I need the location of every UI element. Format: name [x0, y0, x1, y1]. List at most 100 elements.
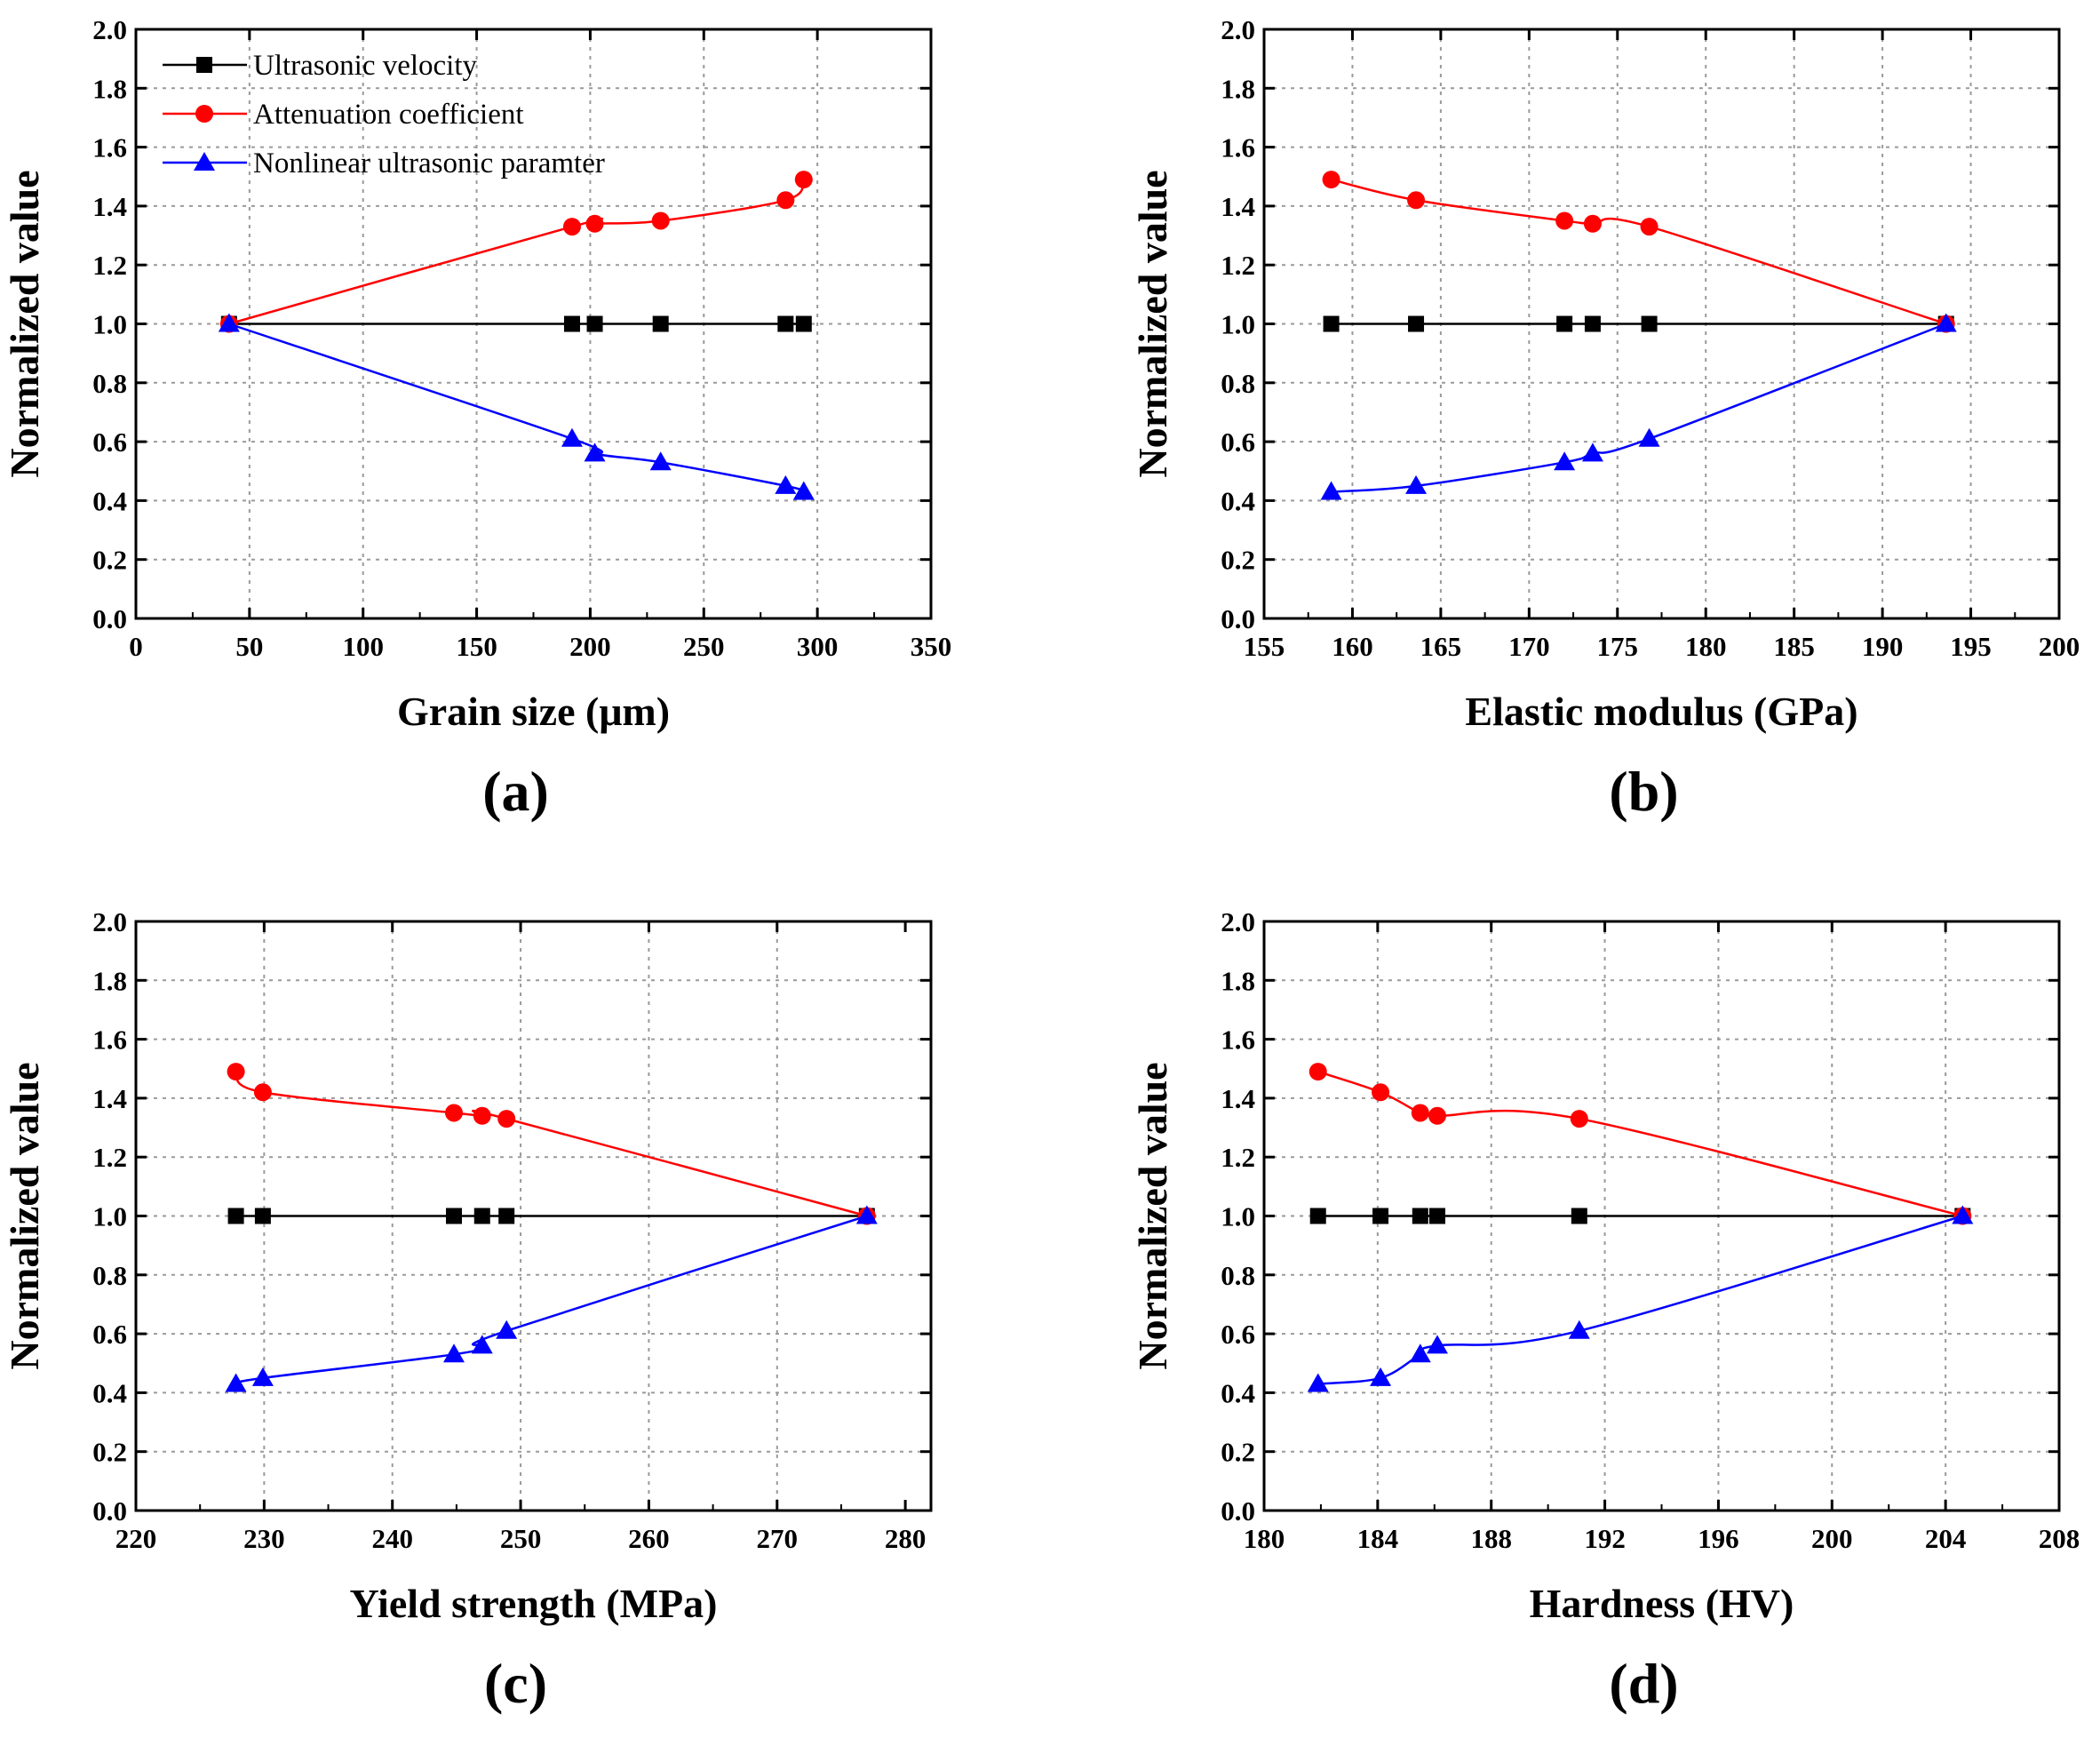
data-point-nonlinear: [1554, 451, 1576, 471]
data-point-velocity: [254, 1208, 271, 1224]
y-tick-label: 0.8: [92, 1260, 127, 1291]
y-tick-label: 0.0: [92, 1495, 127, 1527]
panel-label: (a): [482, 760, 549, 823]
y-tick-label: 1.8: [1221, 73, 1255, 104]
y-tick-label: 1.0: [1221, 1201, 1255, 1232]
x-tick-label: 250: [500, 1523, 542, 1554]
y-tick-label: 1.2: [1221, 250, 1255, 281]
y-tick-label: 0.4: [92, 1377, 127, 1408]
y-tick-label: 1.4: [92, 1083, 127, 1114]
chart-panel-a: 0 50 100 150 200 250 300 350 0.0 0.2 0.4 0.6 0.8 1.0 1…: [2, 14, 951, 823]
data-point-attenuation: [562, 218, 581, 236]
data-point-velocity: [1408, 315, 1425, 332]
y-tick-label: 0.8: [1221, 368, 1255, 399]
y-tick-label: 1.6: [92, 132, 127, 163]
y-tick-label: 0.2: [1221, 1437, 1255, 1468]
legend-marker-velocity: [196, 57, 212, 73]
y-tick-label: 0.4: [1221, 1377, 1255, 1408]
data-point-nonlinear: [1638, 427, 1660, 447]
data-point-velocity: [227, 1208, 244, 1224]
y-tick-label: 0.6: [1221, 427, 1255, 458]
y-tick-label: 0.8: [1221, 1260, 1255, 1291]
data-point-attenuation: [227, 1063, 245, 1081]
x-tick-label: 208: [2039, 1523, 2080, 1554]
data-point-nonlinear: [1935, 313, 1957, 332]
data-point-nonlinear: [1426, 1335, 1448, 1354]
data-point-attenuation: [1411, 1104, 1429, 1122]
data-point-nonlinear: [1568, 1319, 1590, 1339]
data-point-attenuation: [776, 191, 795, 210]
panel-label: (d): [1609, 1652, 1678, 1715]
y-tick-label: 1.4: [1221, 1083, 1255, 1114]
y-tick-label: 2.0: [1221, 14, 1255, 45]
x-tick-label: 280: [885, 1523, 927, 1554]
x-tick-label: 204: [1925, 1523, 1967, 1554]
data-point-nonlinear: [792, 481, 815, 500]
data-point-nonlinear: [1581, 442, 1603, 462]
data-point-nonlinear: [225, 1373, 247, 1392]
y-tick-label: 0.4: [92, 485, 127, 516]
x-tick-label: 180: [1244, 1523, 1285, 1554]
data-point-attenuation: [1583, 214, 1602, 233]
y-tick-label: 1.4: [92, 191, 127, 222]
data-point-velocity: [586, 315, 603, 332]
data-point-nonlinear: [1952, 1205, 1974, 1224]
x-tick-label: 220: [115, 1523, 157, 1554]
data-point-velocity: [1428, 1208, 1445, 1224]
x-tick-label: 192: [1584, 1523, 1626, 1554]
data-point-attenuation: [1407, 191, 1426, 210]
legend: Ultrasonic velocity Attenuation coefficie…: [163, 50, 605, 179]
x-tick-label: 350: [911, 631, 952, 662]
x-axis-title: Grain size (μm): [397, 689, 670, 734]
data-point-attenuation: [794, 171, 813, 189]
data-point-velocity: [473, 1208, 490, 1224]
y-tick-label: 0.6: [92, 427, 127, 458]
x-tick-label: 150: [456, 631, 497, 662]
x-tick-label: 195: [1950, 631, 1992, 662]
x-tick-label: 196: [1698, 1523, 1739, 1554]
x-tick-label: 184: [1357, 1523, 1399, 1554]
y-tick-label: 0.2: [92, 545, 127, 576]
y-tick-label: 1.8: [1221, 965, 1255, 996]
data-point-attenuation: [1309, 1063, 1327, 1081]
chart-panel-b: 155 160 165 170 175 180 185 190 195 200 0.0 0.2 0.4 0…: [1130, 14, 2080, 823]
data-point-attenuation: [1555, 211, 1574, 230]
data-point-velocity: [777, 315, 794, 332]
data-point-velocity: [1412, 1208, 1428, 1224]
x-tick-label: 0: [129, 631, 143, 662]
data-point-velocity: [563, 315, 580, 332]
x-tick-label: 270: [757, 1523, 799, 1554]
y-tick-label: 1.0: [1221, 309, 1255, 340]
x-tick-label: 250: [683, 631, 725, 662]
data-point-velocity: [1641, 315, 1658, 332]
x-tick-label: 230: [243, 1523, 285, 1554]
data-point-nonlinear: [584, 442, 606, 462]
x-tick-label: 175: [1597, 631, 1639, 662]
x-tick-label: 180: [1685, 631, 1727, 662]
data-point-nonlinear: [649, 451, 672, 471]
chart-panel-c: 220 230 240 250 260 270 280 0.0 0.2 0.4 0.6 0.8 1.0 1…: [2, 906, 933, 1715]
data-point-attenuation: [1570, 1110, 1588, 1128]
x-tick-label: 190: [1862, 631, 1904, 662]
data-point-nonlinear: [561, 427, 583, 447]
y-tick-label: 1.6: [92, 1024, 127, 1056]
data-point-nonlinear: [218, 313, 240, 332]
data-point-nonlinear: [775, 474, 797, 494]
data-point-attenuation: [1372, 1083, 1390, 1102]
data-point-velocity: [1571, 1208, 1587, 1224]
data-point-attenuation: [651, 211, 670, 230]
y-axis-title: Normalized value: [1130, 1062, 1175, 1369]
panel-label: (c): [484, 1652, 547, 1715]
y-tick-label: 0.0: [92, 603, 127, 634]
data-point-attenuation: [473, 1106, 491, 1125]
data-point-nonlinear: [855, 1205, 878, 1224]
y-tick-label: 1.8: [92, 73, 127, 104]
y-axis-title: Normalized value: [2, 170, 47, 477]
y-tick-label: 0.0: [1221, 1495, 1255, 1527]
data-point-nonlinear: [471, 1335, 493, 1354]
data-point-velocity: [1323, 315, 1340, 332]
x-tick-label: 200: [1811, 1523, 1853, 1554]
data-point-nonlinear: [496, 1319, 518, 1339]
